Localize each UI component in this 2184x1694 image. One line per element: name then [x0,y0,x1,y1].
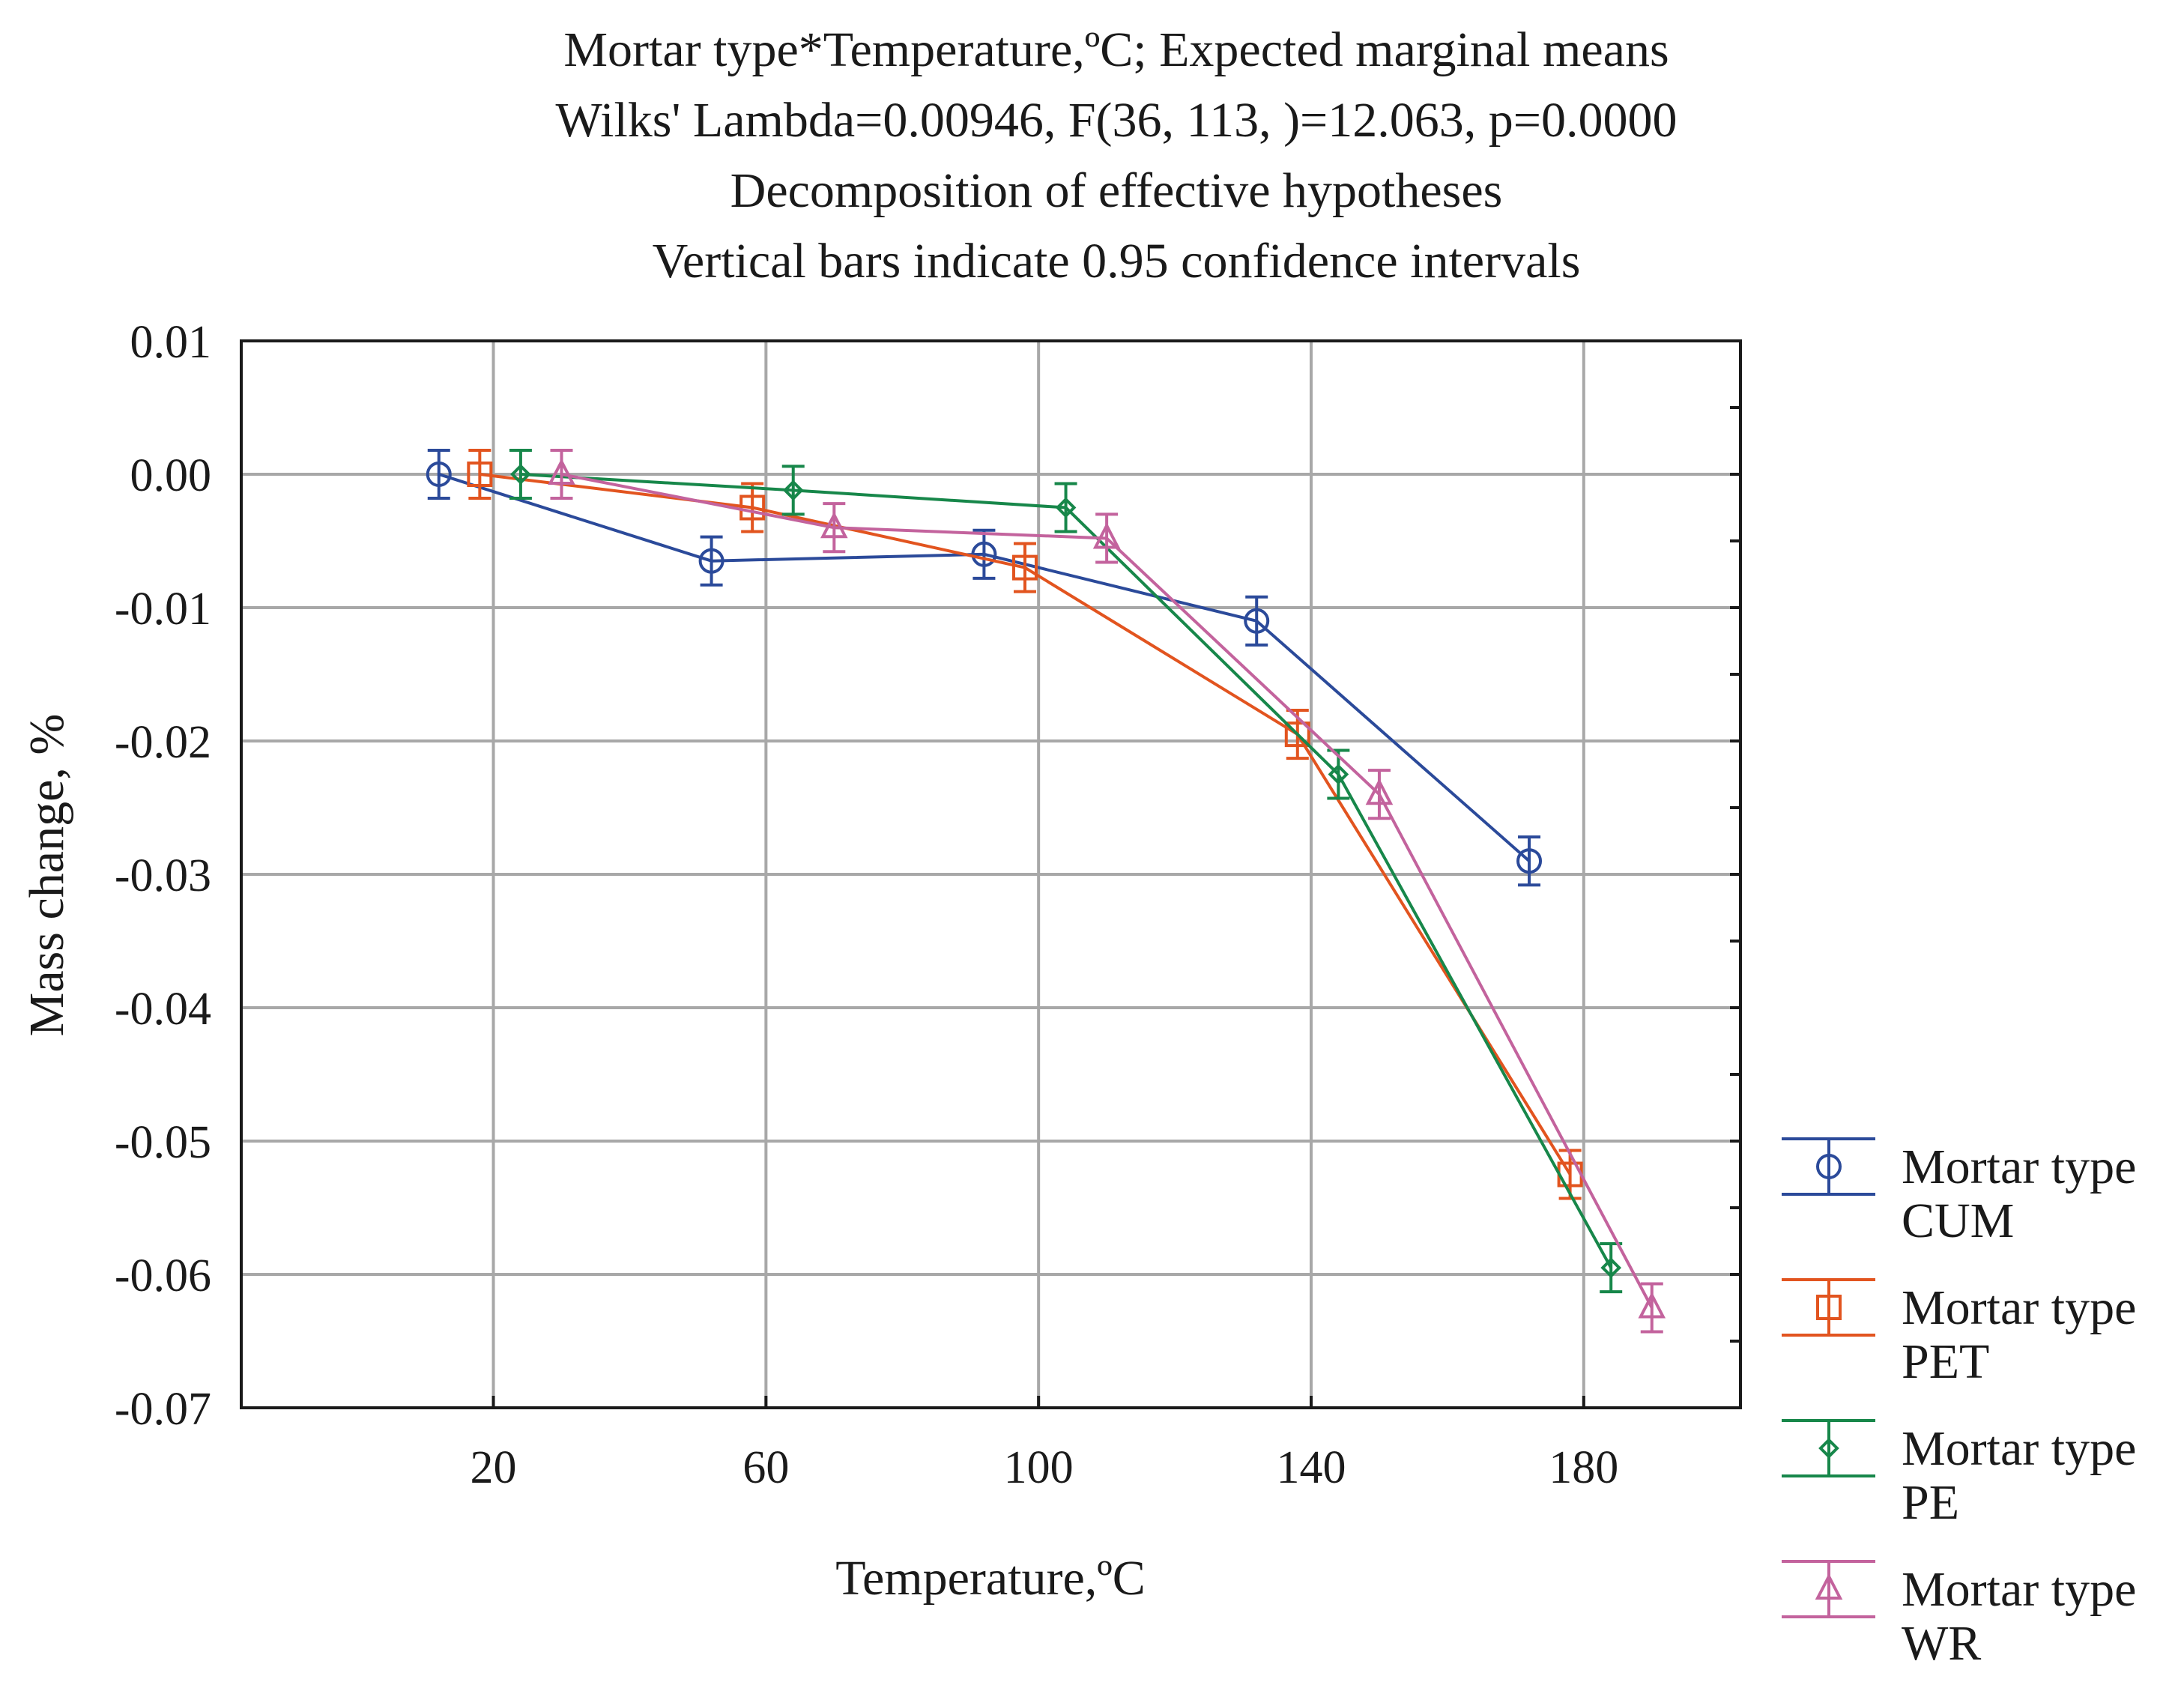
marker-diamond [1328,763,1349,785]
marker-square [739,494,766,521]
y-tick-label: -0.03 [115,850,211,901]
y-tick-label: -0.01 [115,584,211,635]
error-bar [1095,512,1119,564]
legend-label-code: CUM [1902,1194,2014,1248]
error-bar [427,448,450,500]
y-axis-label: Mass change, % [19,714,74,1037]
marker-triangle [1365,778,1394,805]
y-tick-label: -0.04 [115,984,211,1035]
x-axis-label: Temperature,ºC [835,1551,1146,1606]
legend-label: Mortar type [1902,1280,2136,1335]
marker-square [1816,1295,1842,1320]
legend-label-code: PE [1902,1475,1959,1530]
marker-triangle [1815,1573,1843,1600]
marker-circle [1244,608,1270,634]
series-wr [548,448,1666,1334]
error-bar [823,502,846,554]
series-pe [509,448,1623,1294]
marker-triangle [1092,522,1121,549]
error-bar [509,448,532,500]
title-line-4: Vertical bars indicate 0.95 confidence i… [653,234,1581,288]
marker-diamond [1600,1257,1622,1278]
marker-diamond [1818,1438,1839,1459]
error-bar [1054,482,1077,533]
error-bar [1640,1282,1663,1334]
plot-frame [240,339,1742,1409]
error-bar [781,465,805,516]
legend-label: Mortar type [1902,1562,2136,1617]
x-tick-label: 180 [1549,1442,1618,1493]
x-tick-label: 140 [1276,1442,1346,1493]
grid [241,341,1740,1408]
legend-label-code: WR [1902,1616,1981,1671]
tick-labels: 20 60 100 140 180 0.01 0.00 -0.01 -0.02 -0.03 -0.0… [115,317,1618,1493]
legend-label: Mortar type [1902,1421,2136,1476]
series-cum [426,448,1543,887]
marker-circle [971,541,997,567]
y-tick-label: -0.06 [115,1250,211,1301]
marker-square [467,462,493,487]
error-bar [741,482,764,533]
error-bar [1367,769,1391,820]
legend-label: Mortar type [1902,1140,2136,1194]
y-tick-label: -0.07 [115,1384,211,1435]
marker-diamond [1055,497,1077,518]
error-bar [1558,1149,1582,1200]
error-bar [550,448,573,500]
marker-square [1284,722,1310,748]
chart-title: Mortar type*Temperature,ºC; Expected mar… [555,22,1677,288]
x-tick-label: 60 [742,1442,789,1493]
error-bar [1245,595,1268,647]
marker-circle [698,548,725,574]
x-tick-label: 20 [471,1442,517,1493]
marker-triangle [820,511,848,539]
error-bar [468,448,491,500]
title-line-2: Wilks' Lambda=0.00946, F(36, 113, )=12.0… [555,93,1677,148]
series [426,448,1666,1334]
title-line-3: Decomposition of effective hypotheses [730,163,1503,218]
error-bar [700,535,723,587]
series-line [561,473,1654,1309]
marker-circle [426,462,452,487]
error-bar [972,528,996,580]
x-tick-label: 100 [1004,1442,1074,1493]
marker-circle [1516,848,1543,874]
error-bar [1518,835,1541,887]
error-bar [1013,542,1036,593]
series-pet [467,448,1583,1200]
y-tick-label: 0.00 [130,450,212,501]
marker-diamond [782,480,804,501]
y-tick-label: 0.01 [130,317,212,368]
y-tick-label: -0.05 [115,1117,211,1168]
marker-triangle [1638,1292,1666,1319]
marker-square [1011,554,1038,581]
legend-label-code: PET [1902,1334,1989,1389]
marker-circle [1816,1154,1842,1179]
title-line-1: Mortar type*Temperature,ºC; Expected mar… [563,22,1669,77]
marker-diamond [510,464,531,485]
marker-triangle [548,458,575,485]
y-tick-label: -0.02 [115,717,211,768]
